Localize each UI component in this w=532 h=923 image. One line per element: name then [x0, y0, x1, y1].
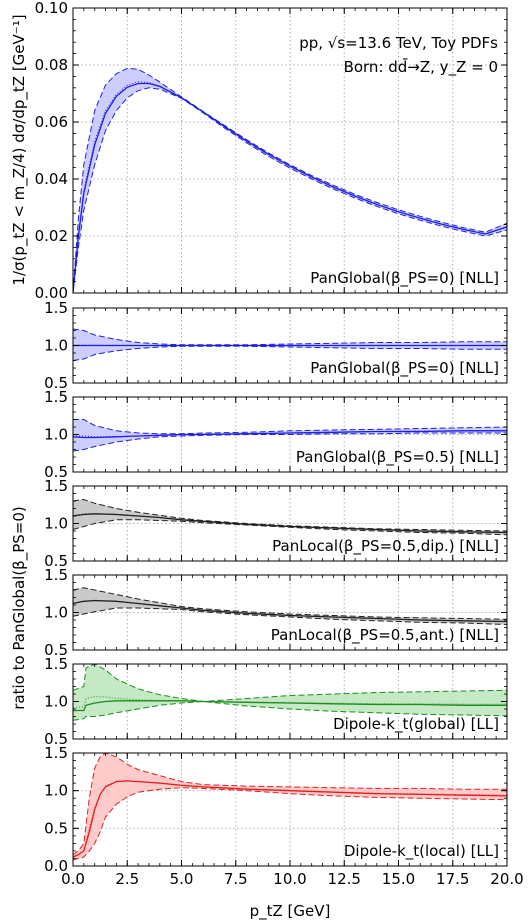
panel-label: PanGlobal(β_PS=0) [NLL] [310, 269, 499, 288]
y-tick-label: 0.5 [44, 730, 68, 748]
uncertainty-band [73, 753, 507, 860]
y-tick-label: 1.5 [44, 655, 68, 673]
x-tick-label: 17.5 [436, 870, 469, 888]
y-tick-label: 0.5 [44, 552, 68, 570]
band-upper-line [73, 587, 507, 620]
x-tick-label: 20.0 [490, 870, 523, 888]
panel-5: 0.5 1.0 1.5 Dipole-k_t(global) [LL] [44, 655, 508, 748]
uncertainty-band [73, 664, 507, 721]
y-tick-label: 1.5 [44, 744, 68, 762]
band-lower-line [73, 787, 507, 861]
x-tick-label: 10.0 [273, 870, 306, 888]
y-tick-label: 0.5 [44, 463, 68, 481]
panel-5-data [73, 664, 507, 721]
band-upper-line [73, 753, 507, 856]
y-tick-label: 1.0 [44, 604, 68, 622]
x-tick-label: 15.0 [382, 870, 415, 888]
panels: 0.00 0.02 0.04 0.06 0.08 0.10 PanGlobal(β_PS=0… [35, 0, 524, 888]
central-line [73, 513, 507, 534]
band-lower-line [73, 700, 507, 721]
annotation-energy: pp, √s=13.6 TeV, Toy PDFs [299, 34, 498, 52]
y-tick-label: 0.5 [44, 641, 68, 659]
main-y-axis-label: 1/σ(p_tZ < m_Z/4) dσ/dp_tZ [GeV⁻¹] [10, 14, 29, 285]
uncertainty-band [73, 68, 507, 293]
y-tick-label: 1.5 [44, 566, 68, 584]
panel-1: 0.5 1.0 1.5 PanGlobal(β_PS=0) [NLL] [44, 299, 508, 392]
y-tick-label: 1.5 [44, 388, 68, 406]
panel-6: 0.0 0.5 1.0 1.5 Dipole-k_t(local) [LL] [44, 744, 508, 875]
panel-3-data [73, 498, 507, 536]
panel-0-data [73, 67, 507, 293]
y-tick-label: 0.00 [35, 284, 68, 302]
panel-4-data [73, 587, 507, 625]
annotation-process: Born: dd̄→Z, y_Z = 0 [344, 57, 498, 77]
y-tick-label: 0.5 [44, 374, 68, 392]
x-tick-label: 2.5 [115, 870, 139, 888]
ratio-y-axis-label: ratio to PanGlobal(β_PS=0) [10, 506, 29, 710]
panel-4: 0.5 1.0 1.5 PanLocal(β_PS=0.5,ant.) [NLL] [44, 566, 508, 659]
panel-label: Dipole-k_t(global) [LL] [333, 715, 499, 734]
x-tick-label: 7.5 [224, 870, 248, 888]
central-line [73, 780, 507, 858]
y-tick-label: 1.0 [44, 782, 68, 800]
panel-label: PanGlobal(β_PS=0.5) [NLL] [296, 448, 499, 467]
band-lower-line [73, 432, 507, 452]
band-lower-line [73, 345, 507, 361]
y-tick-label: 0.10 [35, 0, 68, 17]
band-lower-line [73, 519, 507, 536]
y-tick-label: 1.5 [44, 477, 68, 495]
y-tick-label: 1.5 [44, 299, 68, 317]
y-tick-label: 0.5 [44, 819, 68, 837]
x-tick-label: 12.5 [328, 870, 361, 888]
central-line [73, 82, 507, 293]
panel-label: Dipole-k_t(local) [LL] [344, 842, 499, 861]
x-tick-label: 5.0 [170, 870, 194, 888]
band-upper-line [73, 664, 507, 703]
panel-6-data [73, 753, 507, 861]
y-tick-label: 1.0 [44, 337, 68, 355]
panel-label: PanLocal(β_PS=0.5,dip.) [NLL] [272, 537, 499, 556]
y-tick-label: 1.0 [44, 426, 68, 444]
uncertainty-band [73, 587, 507, 625]
band-upper-line [73, 498, 507, 532]
central-line [73, 430, 507, 439]
panel-2: 0.5 1.0 1.5 PanGlobal(β_PS=0.5) [NLL] [44, 388, 508, 481]
x-axis-label: p_tZ [GeV] [250, 902, 331, 921]
panel-3: 0.5 1.0 1.5 PanLocal(β_PS=0.5,dip.) [NLL] [44, 477, 508, 570]
y-tick-label: 0.08 [35, 56, 68, 74]
central-line [73, 599, 507, 623]
mid-dotted-line [73, 780, 507, 858]
panel-0: 0.00 0.02 0.04 0.06 0.08 0.10 PanGlobal(β_PS=0… [35, 0, 508, 302]
y-tick-label: 1.0 [44, 693, 68, 711]
panel-label: PanLocal(β_PS=0.5,ant.) [NLL] [271, 626, 499, 645]
y-tick-label: 0.02 [35, 227, 68, 245]
panel-label: PanGlobal(β_PS=0) [NLL] [310, 359, 499, 378]
x-tick-label: 0.0 [61, 870, 85, 888]
y-tick-label: 0.04 [35, 170, 68, 188]
y-tick-label: 0.0 [44, 857, 68, 875]
y-tick-label: 1.0 [44, 515, 68, 533]
uncertainty-band [73, 329, 507, 361]
panel-1-data [73, 328, 507, 361]
central-line [73, 700, 507, 712]
band-lower-line [73, 607, 507, 625]
band-lower-line [73, 87, 507, 293]
band-upper-line [73, 419, 507, 435]
panel-2-data [73, 419, 507, 452]
band-upper-line [73, 328, 507, 346]
y-tick-label: 0.06 [35, 113, 68, 131]
